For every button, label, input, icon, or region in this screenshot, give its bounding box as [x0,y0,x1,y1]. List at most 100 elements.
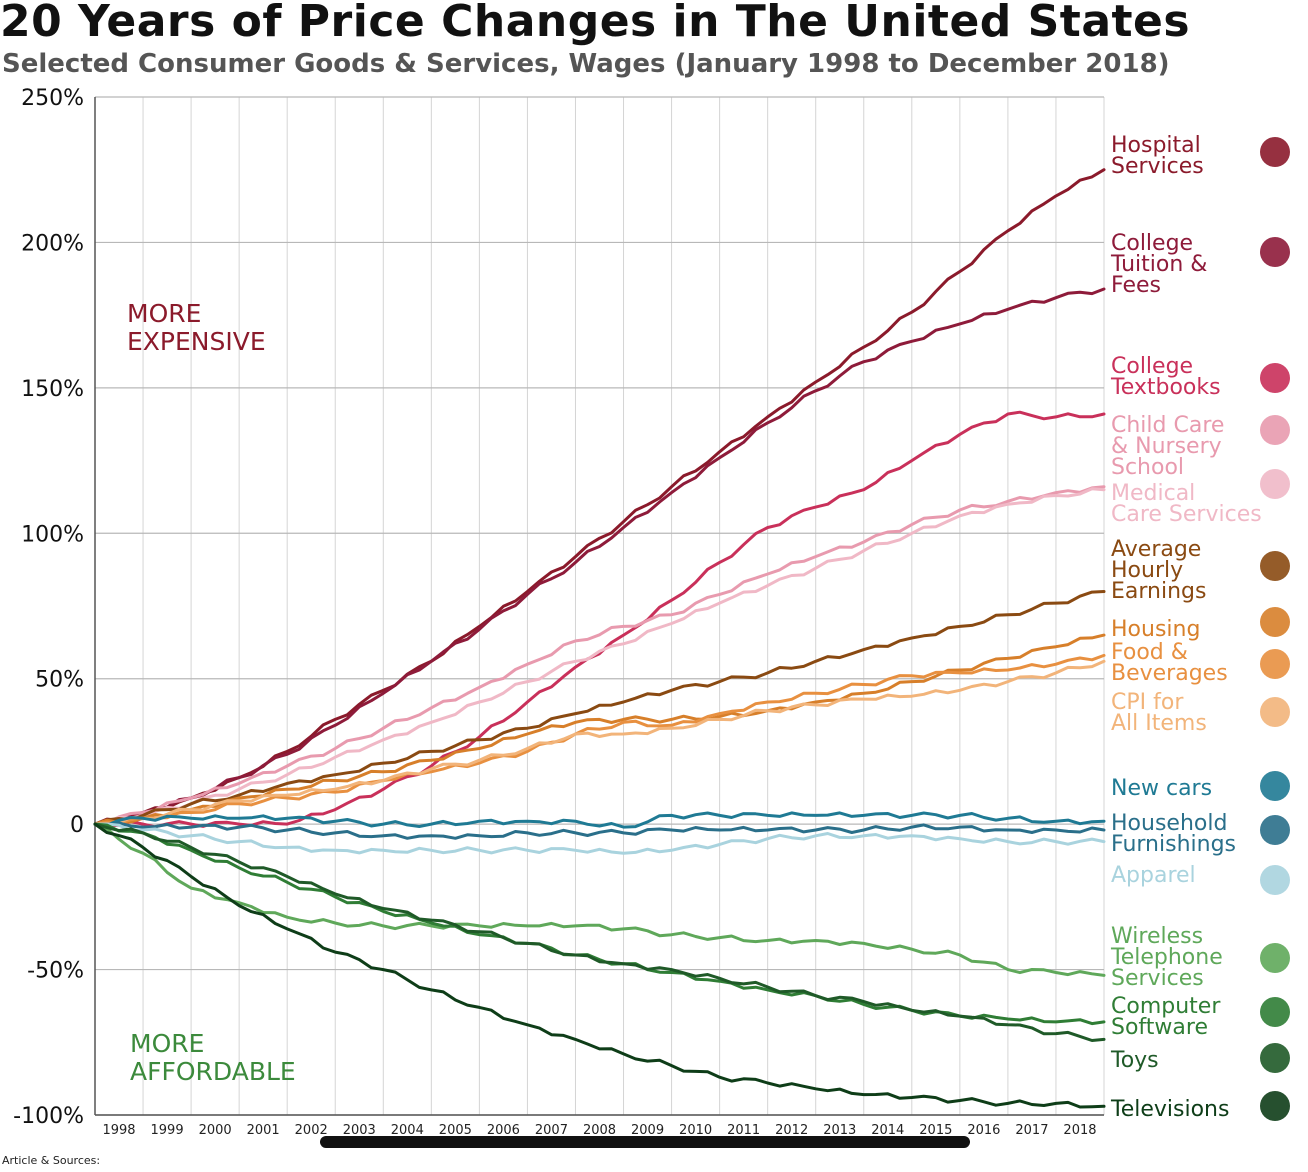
series-line-toys [93,822,1106,1042]
series-label: Hourly [1111,558,1183,583]
books-icon [1260,363,1290,393]
series-label: Apparel [1111,863,1196,888]
series-label: All Items [1111,711,1207,736]
graduation-cap-icon [1260,237,1290,267]
series-label: Tuition & [1110,252,1207,277]
series-label: Medical [1111,481,1195,506]
series-label: Care Services [1111,502,1262,527]
series-label: Services [1111,966,1204,991]
x-tick-label: 2013 [823,1123,856,1138]
graduation-cap-icon-shape [1260,237,1290,267]
x-tick-label: 2017 [1015,1123,1048,1138]
hospital-icon [1260,137,1290,167]
chart-title: 20 Years of Price Changes in The United … [0,0,1191,47]
apparel-icon-shape [1260,865,1290,895]
x-tick-label: 2005 [439,1123,472,1138]
household-icon-shape [1260,815,1290,845]
household-icon [1260,815,1290,845]
series-label: Furnishings [1111,832,1236,857]
car-icon-shape [1260,771,1290,801]
chart-subtitle: Selected Consumer Goods & Services, Wage… [2,49,1170,79]
zone-label-expensive: EXPENSIVE [127,327,266,356]
series-label: Beverages [1111,661,1228,686]
zone-label-affordable: AFFORDABLE [130,1057,296,1086]
tv-icon [1260,1091,1290,1121]
series-line-average-hourly-earnings [93,590,1106,826]
series-label: Software [1111,1015,1208,1040]
x-tick-label: 2006 [487,1123,520,1138]
series-label: Telephone [1110,945,1223,970]
series-label: Housing [1111,617,1200,642]
phone-icon-shape [1260,943,1290,973]
x-tick-label: 2007 [535,1123,568,1138]
x-tick-label: 2015 [919,1123,952,1138]
x-tick-label: 2016 [967,1123,1000,1138]
x-tick-label: 1999 [151,1123,184,1138]
x-tick-label: 2004 [391,1123,424,1138]
toys-icon [1260,1043,1290,1073]
y-tick-label: 250% [21,86,84,111]
y-tick-label: -100% [13,1104,84,1129]
series-label: Average [1111,537,1201,562]
family-icon [1260,415,1290,445]
clock-dollar-icon [1260,551,1290,581]
x-tick-label: 2003 [343,1123,376,1138]
series-label: Hospital [1111,133,1201,158]
horizontal-scrollbar[interactable] [320,1136,970,1148]
series-line-wireless-telephone-services [93,822,1106,977]
x-tick-label: 2018 [1063,1123,1096,1138]
series-label: New cars [1111,776,1212,801]
series-label: Child Care [1111,413,1224,438]
series-label: CPI for [1111,690,1184,715]
y-tick-label: 100% [21,522,84,547]
series-line-apparel [93,822,1106,855]
food-scale-icon [1260,649,1290,679]
series-label: School [1111,455,1184,480]
tv-icon-shape [1260,1091,1290,1121]
sources-label: Article & Sources: [2,1154,101,1167]
medical-hand-icon-shape [1260,469,1290,499]
price-tag-icon [1260,697,1290,727]
series-label: Computer [1111,994,1221,1019]
series-label: College [1111,231,1193,256]
series-line-new-cars [93,811,1106,829]
series-line-cpi-for-all-items [93,659,1106,827]
series-line-child-care-nursery-school [93,485,1106,826]
hospital-icon-shape [1260,137,1290,167]
y-axis: 250% 200% 150% 100% 50% 0 -50% -100% [13,86,84,1129]
x-tick-label: 1998 [102,1123,135,1138]
clock-dollar-icon-shape [1260,551,1290,581]
series-line-food-beverages [93,653,1106,826]
medical-hand-icon [1260,469,1290,499]
series-label: Fees [1111,273,1161,298]
computer-software-icon-shape [1260,997,1290,1027]
chart-grid [94,96,1105,1116]
books-icon-shape [1260,363,1290,393]
series-label: Household [1111,811,1227,836]
y-tick-label: 50% [35,668,84,693]
y-tick-label: 0 [70,813,84,838]
series-label: Toys [1110,1048,1159,1073]
series-line-medical-care-services [93,487,1106,826]
series-line-college-tuition-fees [93,287,1106,826]
toys-icon-shape [1260,1043,1290,1073]
zone-label-more: MORE [130,1029,204,1058]
series-label: College [1111,354,1193,379]
family-icon-shape [1260,415,1290,445]
series-line-college-textbooks [93,410,1106,829]
series-line-household-furnishings [93,821,1106,840]
x-tick-label: 2010 [679,1123,712,1138]
series-lines [93,168,1106,1109]
series-label: Food & [1111,640,1188,665]
y-tick-label: 150% [21,377,84,402]
house-icon [1260,607,1290,637]
x-tick-label: 2001 [247,1123,280,1138]
y-tick-label: 200% [21,231,84,256]
zone-label-more: MORE [127,299,201,328]
series-label: Earnings [1111,579,1206,604]
series-line-televisions [93,822,1106,1109]
car-icon [1260,771,1290,801]
series-label: Televisions [1110,1097,1229,1122]
